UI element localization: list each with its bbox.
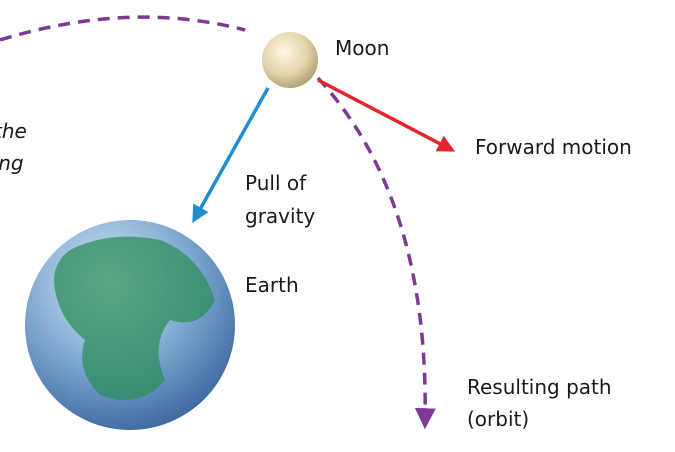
orbit-path-after: [316, 76, 436, 430]
continent: [54, 236, 215, 400]
label: (orbit): [467, 407, 529, 431]
label: Pull of: [245, 171, 307, 195]
orbit-path-before: [0, 15, 246, 42]
moon: [262, 32, 318, 88]
caption-fragment: the: [0, 119, 27, 143]
forward-arrow: [317, 78, 456, 152]
label: Forward motion: [475, 135, 632, 159]
label: Moon: [335, 36, 389, 60]
label: Earth: [245, 273, 299, 297]
gravity-arrow: [192, 87, 270, 224]
label: gravity: [245, 204, 315, 228]
label: Resulting path: [467, 375, 612, 399]
caption-fragment: ging: [0, 151, 24, 175]
